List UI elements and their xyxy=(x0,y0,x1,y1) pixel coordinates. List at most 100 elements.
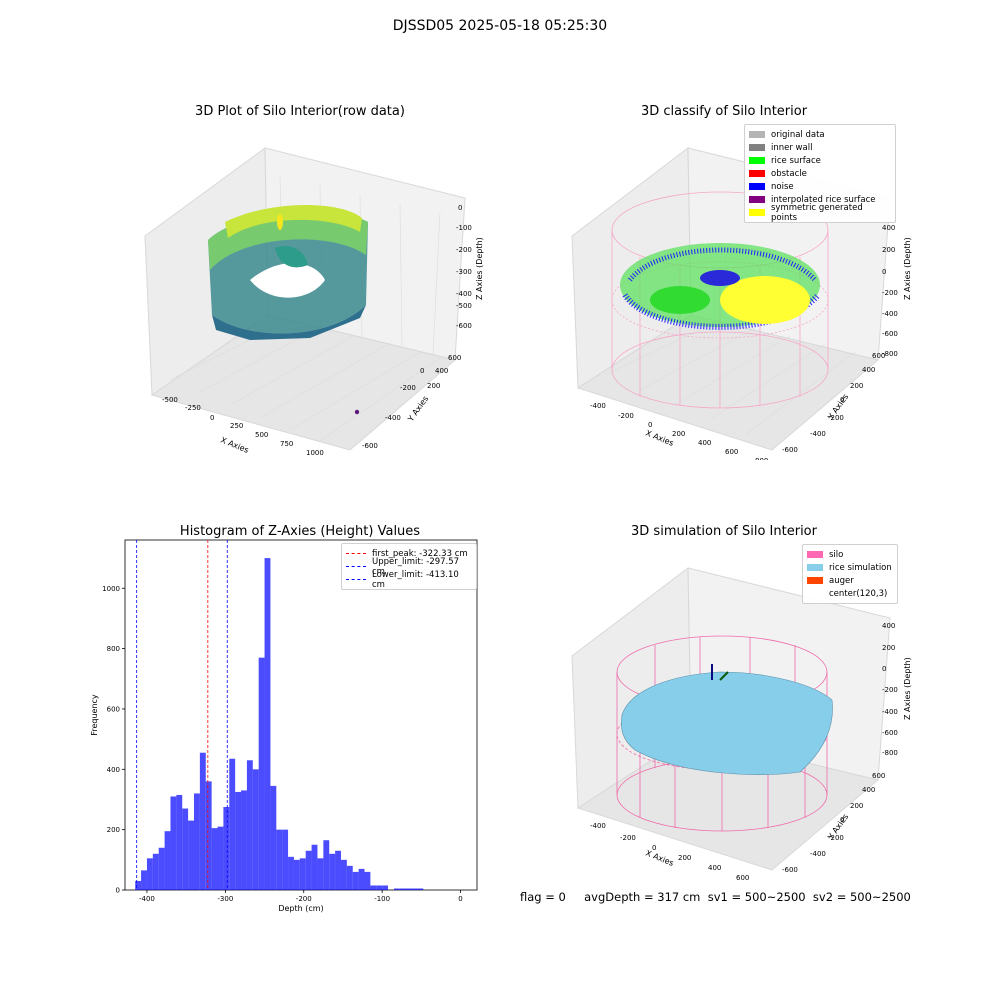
histogram-bar xyxy=(135,880,142,890)
classify-ytick: 600 xyxy=(872,352,885,360)
histogram-bar xyxy=(346,865,353,890)
histogram-reference-lines xyxy=(136,540,228,890)
legend-swatch xyxy=(807,564,823,571)
simulation-xtick: 400 xyxy=(708,864,721,872)
raw-ztick: -400 xyxy=(456,290,472,298)
legend-item: inner wall xyxy=(749,141,891,154)
histogram-bar xyxy=(335,850,341,890)
simulation-xtick: -400 xyxy=(590,822,606,830)
classify-zlabel: Z Axies (Depth) xyxy=(903,237,912,300)
histogram-bar xyxy=(370,885,377,890)
histogram-bar xyxy=(199,752,206,890)
legend-swatch xyxy=(749,170,765,177)
histogram-ytick-label: 1000 xyxy=(102,585,120,593)
histogram-bar xyxy=(252,769,259,890)
legend-swatch xyxy=(807,551,823,558)
raw-ztick: 0 xyxy=(458,204,462,212)
histogram-bar xyxy=(258,657,265,890)
histogram-xlabel: Depth (cm) xyxy=(278,904,323,913)
histogram-bar xyxy=(211,828,218,890)
legend-swatch xyxy=(749,157,765,164)
raw-ytick: -600 xyxy=(362,442,378,450)
legend-swatch xyxy=(749,196,765,203)
histogram-ytick-label: 800 xyxy=(107,645,120,653)
raw-ztick: -200 xyxy=(456,246,472,254)
simulation-xtick: -200 xyxy=(620,834,636,842)
legend-item: auger xyxy=(807,574,893,587)
simulation-ytick: -200 xyxy=(828,834,844,842)
simulation-xtick: 0 xyxy=(652,844,656,852)
histogram-bar xyxy=(376,885,383,890)
raw-ztick: -300 xyxy=(456,268,472,276)
simulation-ztick: -400 xyxy=(882,708,898,716)
raw-outlier-point xyxy=(354,409,360,415)
histogram-bar xyxy=(188,820,194,890)
histogram-bar xyxy=(329,853,336,890)
histogram-bar xyxy=(405,888,412,890)
histogram-bar xyxy=(358,868,365,890)
legend-swatch xyxy=(749,183,765,190)
histogram-bar xyxy=(241,790,247,890)
histogram-bar xyxy=(217,826,224,890)
legend-swatch xyxy=(749,131,765,138)
classify-ytick: -400 xyxy=(810,430,826,438)
raw-xtick: 750 xyxy=(280,440,293,448)
histogram-bar xyxy=(288,856,294,890)
classify-xtick: 200 xyxy=(672,430,685,438)
classify-xtick: 600 xyxy=(725,448,738,456)
histogram-xtick-label: -200 xyxy=(296,895,312,903)
simulation-xlabel: X Axies xyxy=(644,849,675,868)
simulation-ytick: 0 xyxy=(840,816,844,824)
classify-xtick: 400 xyxy=(698,439,711,447)
raw-ytick: -400 xyxy=(385,414,401,422)
simulation-ztick: -600 xyxy=(882,729,898,737)
raw-ztick: -500 xyxy=(456,302,472,310)
histogram-bar xyxy=(399,888,406,890)
figure-title: DJSSD05 2025-05-18 05:25:30 xyxy=(392,18,608,34)
legend-swatch xyxy=(807,590,823,597)
histogram-bar xyxy=(193,793,200,890)
histogram-bar xyxy=(305,850,312,890)
classify-ytick: 0 xyxy=(840,396,844,404)
simulation-legend: silo rice simulation auger center(120,3) xyxy=(802,544,898,604)
simulation-ztick: -800 xyxy=(882,749,898,757)
classify-legend: original data inner wall rice surface ob… xyxy=(744,124,896,223)
legend-item: Upper_limit: -297.57 cm xyxy=(346,557,472,577)
histogram-bar xyxy=(152,853,159,890)
classify-ztick: -600 xyxy=(882,330,898,338)
classify-ztick: -400 xyxy=(882,310,898,318)
histogram-ytick-label: 600 xyxy=(107,705,120,713)
legend-item: rice surface xyxy=(749,154,891,167)
simulation-xtick: 200 xyxy=(678,854,691,862)
classify-xtick: -200 xyxy=(618,412,634,420)
raw-3d-plot: -500 -250 0 250 500 750 1000 -600 -400 -… xyxy=(144,147,484,457)
simulation-ytick: 600 xyxy=(872,772,885,780)
simulation-ytick: -400 xyxy=(810,850,826,858)
histogram-legend: first_peak: -322.33 cm Upper_limit: -297… xyxy=(341,543,477,590)
simulation-xtick: 600 xyxy=(736,874,749,880)
simulation-ztick: 200 xyxy=(882,644,895,652)
histogram-bar xyxy=(293,859,300,890)
histogram-bar xyxy=(176,794,183,890)
histogram-bar xyxy=(229,758,236,890)
histogram-bar xyxy=(141,870,147,890)
classify-xtick: 0 xyxy=(648,421,652,429)
raw-ztick: -600 xyxy=(456,322,472,330)
raw-plot-title: 3D Plot of Silo Interior(row data) xyxy=(195,104,405,119)
classify-ztick: -200 xyxy=(882,289,898,297)
histogram-bar xyxy=(340,859,347,890)
raw-ytick: -200 xyxy=(400,384,416,392)
raw-point-cloud xyxy=(208,204,368,340)
histogram-bar xyxy=(323,840,330,890)
histogram-ytick-label: 200 xyxy=(107,826,120,834)
raw-xtick: -250 xyxy=(185,404,201,412)
histogram-bar xyxy=(264,558,271,890)
raw-xtick: 1000 xyxy=(306,449,324,457)
legend-swatch xyxy=(807,577,823,584)
histogram-bar xyxy=(276,829,283,890)
raw-xlabel: X Axies xyxy=(219,436,250,455)
classify-xtick: -400 xyxy=(590,402,606,410)
histogram-xtick-label: -400 xyxy=(139,895,155,903)
histogram-bar xyxy=(311,844,318,890)
classify-ytick: -600 xyxy=(782,446,798,454)
